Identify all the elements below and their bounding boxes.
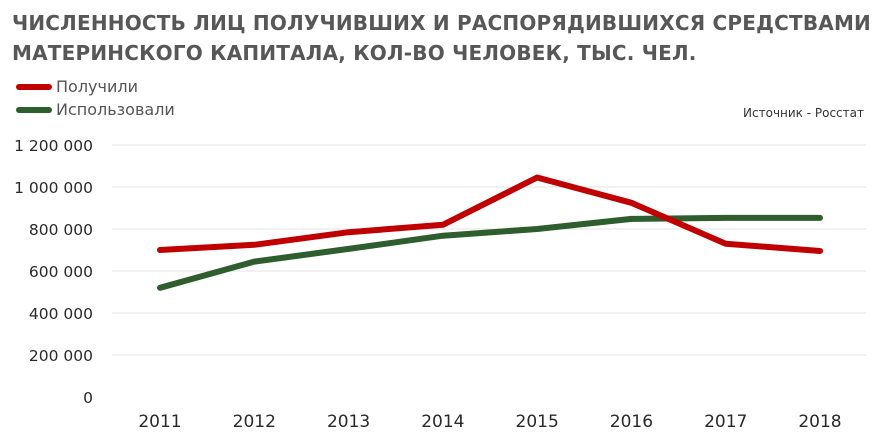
legend-label-received: Получили: [56, 77, 138, 96]
chart-title-line-2: МАТЕРИНСКОГО КАПИТАЛА, КОЛ-ВО ЧЕЛОВЕК, Т…: [12, 41, 697, 65]
y-tick-label: 200 000: [29, 347, 93, 365]
chart-title-line-1: ЧИСЛЕННОСТЬ ЛИЦ ПОЛУЧИВШИХ И РАСПОРЯДИВШ…: [12, 11, 871, 35]
x-tick-label: 2013: [327, 412, 370, 432]
x-tick-label: 2018: [798, 412, 841, 432]
legend-item-used: Использовали: [16, 98, 175, 121]
y-tick-label: 400 000: [29, 305, 93, 323]
series-line-received: [157, 174, 823, 254]
x-tick-label: 2011: [138, 412, 181, 432]
series-line-used: [157, 214, 823, 291]
legend-item-received: Получили: [16, 75, 175, 98]
source-note: Источник - Росстат: [743, 106, 864, 120]
x-tick-label: 2017: [704, 412, 747, 432]
x-tick-label: 2016: [610, 412, 653, 432]
x-tick-label: 2015: [516, 412, 559, 432]
y-tick-label: 0: [83, 389, 93, 407]
legend-swatch-used: [16, 106, 52, 113]
chart-legend: Получили Использовали: [16, 75, 175, 121]
x-tick-label: 2014: [421, 412, 464, 432]
chart-title: ЧИСЛЕННОСТЬ ЛИЦ ПОЛУЧИВШИХ И РАСПОРЯДИВШ…: [12, 8, 872, 68]
y-tick-label: 1 200 000: [14, 137, 93, 155]
x-tick-label: 2012: [233, 412, 276, 432]
legend-swatch-received: [16, 83, 52, 90]
y-tick-label: 1 000 000: [14, 179, 93, 197]
legend-label-used: Использовали: [56, 100, 175, 119]
y-tick-label: 600 000: [29, 263, 93, 281]
y-tick-label: 800 000: [29, 221, 93, 239]
